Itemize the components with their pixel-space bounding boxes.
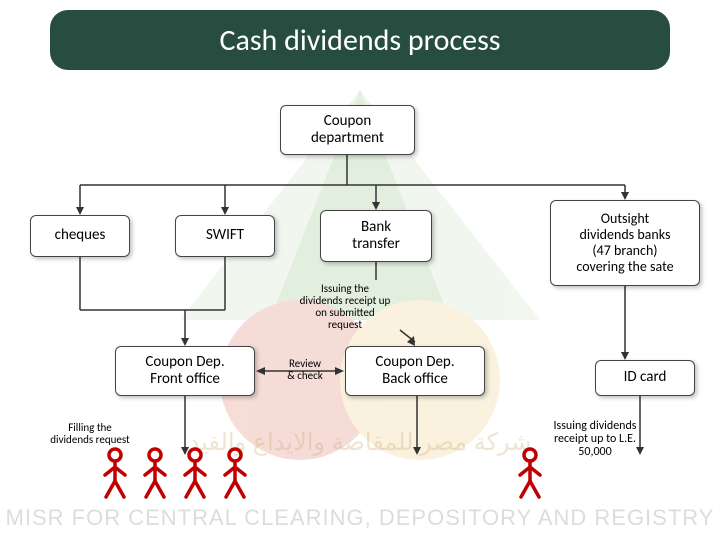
stick-figures-layer [0,0,720,540]
